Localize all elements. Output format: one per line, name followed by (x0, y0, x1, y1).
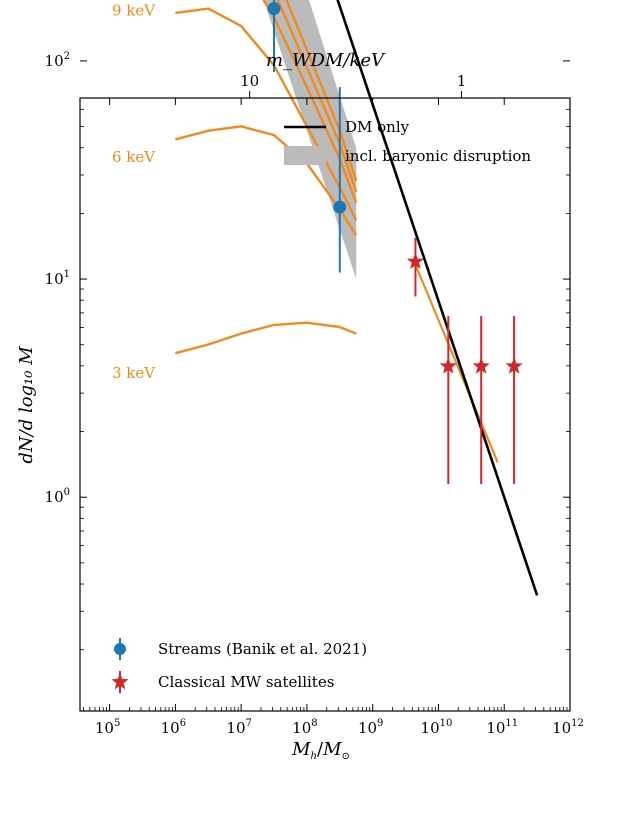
satellite-point-2 (472, 357, 490, 374)
legend-top: DM only incl. baryonic disruption (284, 118, 531, 165)
wdm-tail (414, 264, 499, 463)
ticks-layer: 1051061071081091010101110121001011021031… (45, 51, 584, 737)
satellite-point-1 (439, 357, 457, 374)
top-axis-label: m_WDM/keV (266, 50, 386, 71)
wdm-label-5: 3 keV (112, 364, 156, 382)
x-tick-label-4: 109 (358, 718, 383, 737)
wdm-label-4: 6 keV (112, 148, 156, 166)
dm-only-layer (336, 0, 539, 596)
top-tick-label-1: 1 (457, 72, 467, 90)
dm-only-line (336, 0, 539, 596)
y-axis-label: dN/d log₁₀ M (16, 346, 37, 464)
y-tick-label-2: 102 (45, 51, 70, 70)
legend-streams-label: Streams (Banik et al. 2021) (158, 640, 367, 658)
x-tick-label-1: 106 (161, 718, 186, 737)
x-tick-label-2: 107 (226, 718, 251, 737)
plot-frame (79, 97, 571, 712)
legend-bottom: Streams (Banik et al. 2021) Classical MW… (111, 638, 367, 693)
legend-sats-label: Classical MW satellites (158, 673, 334, 691)
x-tick-label-7: 1012 (552, 718, 584, 737)
x-tick-label-0: 105 (95, 718, 120, 737)
legend-dm-label: DM only (345, 118, 410, 136)
satellite-point-3 (505, 357, 523, 374)
stream-point-0 (267, 2, 281, 16)
x-tick-label-6: 1011 (486, 718, 518, 737)
legend-band-label: incl. baryonic disruption (345, 147, 531, 165)
baryonic-band-layer (263, 0, 357, 280)
y-tick-label-0: 100 (45, 487, 70, 506)
stream-point-1 (333, 200, 347, 214)
x-tick-label-3: 108 (292, 718, 317, 737)
x-axis-label: Mh/M⊙ (291, 739, 350, 762)
streams-layer (267, 0, 347, 273)
legend-sats-marker (111, 673, 129, 690)
top-tick-label-0: 10 (240, 72, 259, 90)
wdm-label-3: 9 keV (112, 2, 156, 20)
x-tick-label-5: 1010 (421, 718, 453, 737)
legend-streams-marker (114, 643, 126, 655)
baryonic-band (263, 0, 357, 280)
satellites-layer (406, 237, 523, 485)
y-tick-label-1: 101 (45, 269, 70, 288)
legend-band-swatch (284, 146, 326, 165)
wdm-curve-5 (175, 321, 357, 355)
satellite-point-0 (406, 252, 424, 269)
